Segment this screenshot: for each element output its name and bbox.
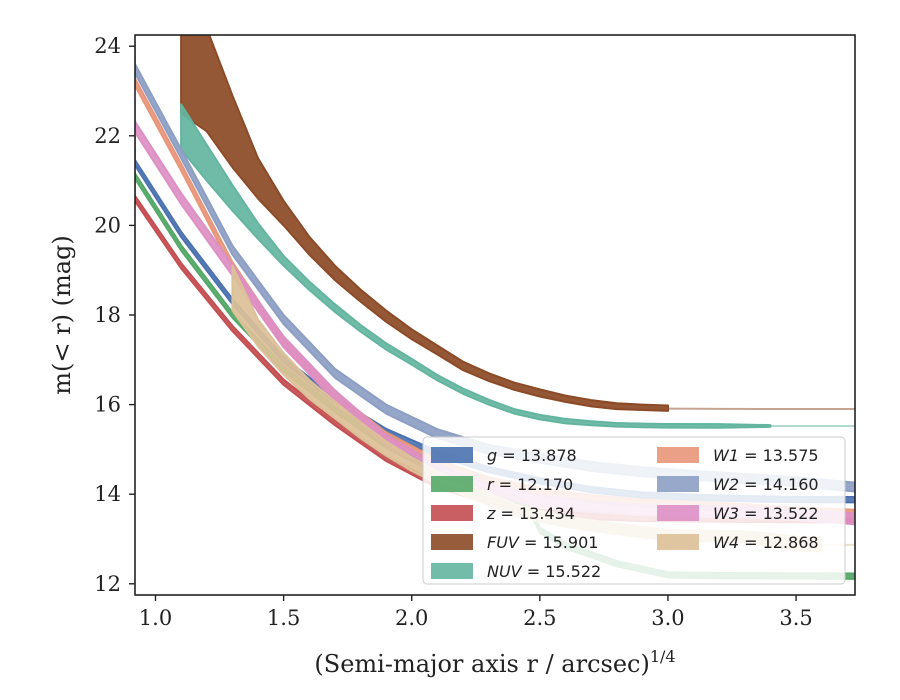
legend-item-W4: W4 = 12.868 bbox=[657, 533, 819, 552]
legend: g = 13.878 r = 12.170 z = 13.434 FUV = 15.9… bbox=[422, 436, 846, 585]
legend-swatch bbox=[431, 447, 473, 463]
legend-item-g: g = 13.878 bbox=[431, 446, 577, 465]
legend-swatch bbox=[431, 534, 473, 550]
y-tick-label: 20 bbox=[94, 213, 121, 237]
legend-item-FUV: FUV = 15.901 bbox=[431, 533, 598, 552]
legend-swatch bbox=[431, 505, 473, 521]
legend-item-NUV: NUV = 15.522 bbox=[431, 562, 601, 581]
y-tick-label: 14 bbox=[94, 482, 121, 506]
legend-swatch bbox=[657, 447, 699, 463]
legend-label: NUV = 15.522 bbox=[487, 562, 601, 581]
legend-label: W4 = 12.868 bbox=[713, 533, 819, 552]
legend-label: W2 = 14.160 bbox=[713, 475, 819, 494]
legend-item-z: z = 13.434 bbox=[431, 504, 575, 523]
x-tick-label: 1.0 bbox=[139, 606, 172, 630]
series-z-band bbox=[135, 194, 855, 524]
legend-swatch bbox=[431, 476, 473, 492]
legend-swatch bbox=[657, 505, 699, 521]
legend-box bbox=[422, 436, 846, 585]
x-tick-label: 2.5 bbox=[523, 606, 556, 630]
legend-label: FUV = 15.901 bbox=[487, 533, 598, 552]
series-FUV-band bbox=[180, 35, 669, 412]
y-axis-label: m(< r) (mag) bbox=[48, 235, 76, 394]
legend-label: z = 13.434 bbox=[486, 504, 575, 523]
y-tick-label: 18 bbox=[94, 303, 121, 327]
y-tick-label: 16 bbox=[94, 393, 121, 417]
x-axis: 1.0 1.5 2.0 2.5 3.0 3.5 bbox=[139, 595, 813, 630]
legend-label: W1 = 13.575 bbox=[713, 446, 819, 465]
series-FUV bbox=[180, 35, 855, 412]
legend-item-r: r = 12.170 bbox=[431, 475, 573, 494]
series-z bbox=[135, 171, 855, 524]
x-axis-label: (Semi-major axis r / arcsec)1/4 bbox=[314, 647, 675, 678]
legend-swatch bbox=[431, 563, 473, 579]
x-tick-label: 3.0 bbox=[651, 606, 684, 630]
x-axis-label-exponent: 1/4 bbox=[650, 647, 676, 666]
x-tick-label: 2.0 bbox=[395, 606, 428, 630]
series-NUV bbox=[180, 103, 855, 429]
y-axis: 12 14 16 18 20 22 24 bbox=[94, 34, 135, 596]
legend-label: g = 13.878 bbox=[487, 446, 577, 465]
y-tick-label: 22 bbox=[94, 124, 121, 148]
legend-label: W3 = 13.522 bbox=[713, 504, 819, 523]
y-tick-label: 12 bbox=[94, 572, 121, 596]
legend-swatch bbox=[657, 534, 699, 550]
x-tick-label: 1.5 bbox=[267, 606, 300, 630]
x-axis-label-text: (Semi-major axis r / arcsec) bbox=[314, 650, 649, 678]
legend-item-W2: W2 = 14.160 bbox=[657, 475, 819, 494]
x-tick-label: 3.5 bbox=[779, 606, 812, 630]
legend-swatch bbox=[657, 476, 699, 492]
legend-item-W3: W3 = 13.522 bbox=[657, 504, 819, 523]
legend-label: r = 12.170 bbox=[487, 475, 573, 494]
y-tick-label: 24 bbox=[94, 34, 121, 58]
series-W2 bbox=[135, 41, 855, 493]
series-W2-band bbox=[135, 63, 855, 493]
legend-item-W1: W1 = 13.575 bbox=[657, 446, 819, 465]
